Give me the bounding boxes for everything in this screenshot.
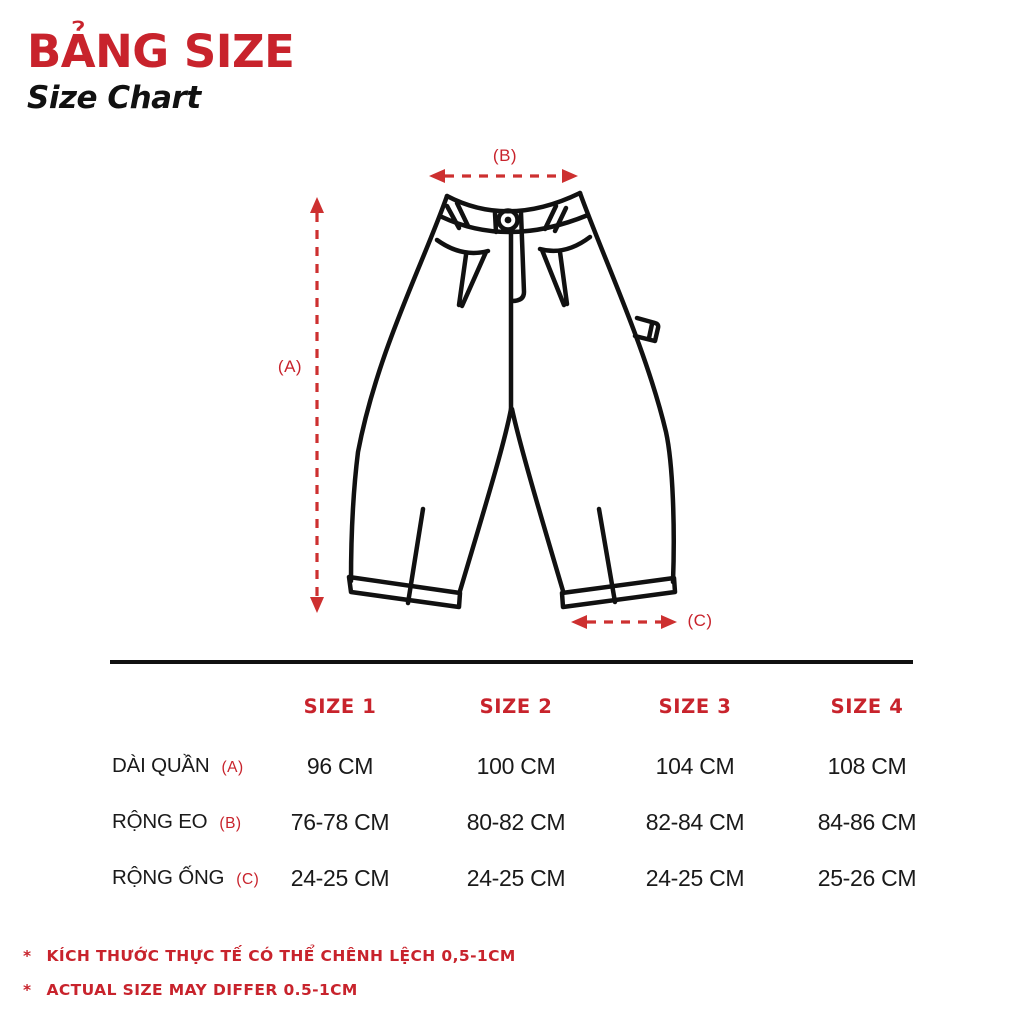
footnote-vi: * KÍCH THƯỚC THỰC TẾ CÓ THỂ CHÊNH LỆCH 0,…: [23, 947, 516, 965]
table-cell: 25-26 CM: [817, 865, 917, 891]
table-cell: 80-82 CM: [466, 809, 566, 835]
dimension-label-a: (A): [277, 357, 303, 376]
dimension-arrow-a: [310, 197, 324, 613]
row-label-rong-eo: RỘNG EO (B): [112, 809, 242, 837]
table-cell: 108 CM: [827, 753, 907, 779]
table-cell: 82-84 CM: [645, 809, 745, 835]
footnote-asterisk: *: [23, 981, 32, 999]
row-code-b: (B): [219, 815, 242, 832]
table-cell: 24-25 CM: [645, 865, 745, 891]
footnote-en: * ACTUAL SIZE MAY DIFFER 0.5-1CM: [23, 981, 358, 999]
table-cell: 76-78 CM: [290, 809, 390, 835]
row-label-text: RỘNG ỐNG: [112, 866, 225, 889]
pants-line-drawing: [346, 190, 678, 610]
table-cell: 104 CM: [655, 753, 735, 779]
column-header-size-1: SIZE 1: [303, 695, 377, 718]
dimension-arrow-b: [429, 169, 578, 183]
table-cell: 96 CM: [306, 753, 374, 779]
page-subtitle: Size Chart: [27, 80, 201, 116]
column-header-size-2: SIZE 2: [479, 695, 553, 718]
table-cell: 100 CM: [476, 753, 556, 779]
row-code-c: (C): [236, 871, 260, 888]
footnote-text: KÍCH THƯỚC THỰC TẾ CÓ THỂ CHÊNH LỆCH 0,5…: [46, 947, 516, 965]
row-code-a: (A): [221, 759, 244, 776]
row-label-text: DÀI QUẦN: [112, 754, 210, 777]
dimension-label-c: (C): [687, 611, 713, 630]
dimension-label-b: (B): [492, 146, 518, 165]
footnote-asterisk: *: [23, 947, 32, 965]
table-cell: 84-86 CM: [817, 809, 917, 835]
row-label-rong-ong: RỘNG ỐNG (C): [112, 865, 259, 893]
page-title: BẢNG SIZE: [27, 25, 295, 78]
dimension-arrow-c: [571, 615, 677, 629]
column-header-size-4: SIZE 4: [830, 695, 904, 718]
table-cell: 24-25 CM: [466, 865, 566, 891]
row-label-text: RỘNG EO: [112, 810, 208, 833]
table-cell: 24-25 CM: [290, 865, 390, 891]
table-divider: [110, 660, 913, 664]
row-label-dai-quan: DÀI QUẦN (A): [112, 753, 244, 781]
footnote-text: ACTUAL SIZE MAY DIFFER 0.5-1CM: [46, 981, 358, 999]
column-header-size-3: SIZE 3: [658, 695, 732, 718]
